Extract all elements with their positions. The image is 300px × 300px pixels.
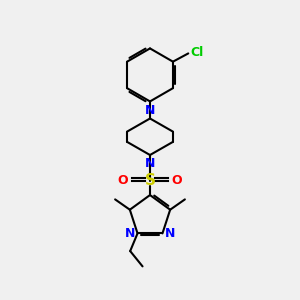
Text: S: S bbox=[145, 173, 155, 188]
Text: Cl: Cl bbox=[190, 46, 204, 59]
Text: O: O bbox=[118, 174, 128, 188]
Text: N: N bbox=[145, 104, 155, 117]
Text: N: N bbox=[125, 227, 135, 240]
Text: N: N bbox=[165, 227, 175, 240]
Text: N: N bbox=[145, 157, 155, 170]
Text: O: O bbox=[172, 174, 182, 188]
